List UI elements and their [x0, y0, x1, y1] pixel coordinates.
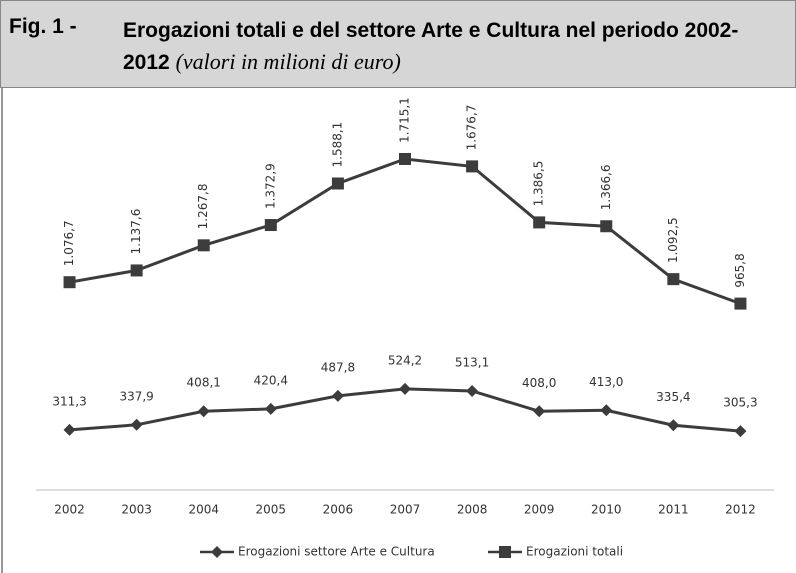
- marker: [466, 384, 479, 397]
- x-tick-label: 2011: [658, 503, 689, 517]
- marker: [533, 216, 546, 229]
- figure-header: Fig. 1 - Erogazioni totali e del settore…: [0, 0, 796, 88]
- legend-label: Erogazioni totali: [526, 545, 623, 559]
- marker: [63, 276, 76, 289]
- data-label: 1.715,1: [398, 97, 412, 143]
- data-label: 1.372,9: [263, 163, 277, 209]
- data-label: 1.588,1: [330, 122, 344, 168]
- data-label: 487,8: [321, 360, 355, 374]
- data-label: 1.676,7: [465, 105, 479, 151]
- marker: [130, 418, 143, 431]
- legend-label: Erogazioni settore Arte e Cultura: [238, 545, 435, 559]
- marker: [667, 273, 680, 286]
- data-label: 337,9: [119, 389, 153, 403]
- chart: 2002 2003 2004 2005 2006 2007 2008 2009 2010 2011…: [1, 88, 774, 573]
- marker: [63, 423, 76, 436]
- marker: [533, 405, 546, 418]
- x-tick-label: 2004: [188, 503, 219, 517]
- data-label: 1.366,6: [599, 164, 613, 210]
- marker: [399, 152, 411, 165]
- chart-title-block: Erogazioni totali e del settore Arte e C…: [123, 15, 763, 87]
- x-tick-label: 2012: [725, 503, 756, 517]
- data-label: 413,0: [589, 375, 623, 389]
- marker: [399, 382, 411, 395]
- marker: [331, 177, 344, 190]
- x-tick-label: 2002: [54, 503, 85, 517]
- marker: [130, 264, 143, 277]
- marker: [264, 219, 277, 232]
- marker: [734, 297, 747, 310]
- chart-subtitle: (valori in milioni di euro): [175, 49, 401, 74]
- data-label: 1.386,5: [532, 161, 546, 207]
- data-label: 408,0: [522, 376, 556, 390]
- x-tick-label: 2010: [591, 503, 622, 517]
- marker: [600, 404, 613, 417]
- series-line: [69, 157, 741, 306]
- data-label: 420,4: [254, 373, 288, 387]
- x-tick-label: 2005: [256, 503, 287, 517]
- data-label: 1.092,5: [666, 217, 680, 263]
- data-label: 513,1: [455, 355, 489, 369]
- figure-label: Fig. 1 -: [9, 15, 77, 38]
- marker: [197, 239, 210, 252]
- data-label: 1.076,7: [62, 220, 76, 266]
- marker: [466, 160, 479, 173]
- marker: [264, 402, 277, 415]
- data-label: 524,2: [388, 353, 422, 367]
- data-label: 1.137,6: [129, 209, 143, 255]
- x-tick-label: 2008: [457, 503, 488, 517]
- data-label: 335,4: [656, 390, 690, 404]
- marker: [211, 546, 223, 558]
- data-label: 408,1: [187, 376, 221, 390]
- marker: [331, 389, 344, 402]
- chart-title: Erogazioni totali e del settore Arte e C…: [123, 19, 739, 74]
- data-label: 965,8: [733, 253, 747, 287]
- series-line: [69, 387, 741, 433]
- x-tick-label: 2006: [323, 503, 354, 517]
- x-tick-label: 2009: [524, 503, 555, 517]
- x-tick-label: 2007: [390, 503, 421, 517]
- marker: [600, 220, 613, 233]
- marker: [197, 405, 210, 418]
- data-label: 311,3: [52, 394, 86, 408]
- marker: [667, 419, 680, 432]
- marker: [499, 546, 511, 558]
- data-label: 1.267,8: [196, 184, 210, 230]
- x-tick-label: 2003: [121, 503, 152, 517]
- marker: [734, 425, 747, 438]
- data-label: 305,3: [723, 396, 757, 410]
